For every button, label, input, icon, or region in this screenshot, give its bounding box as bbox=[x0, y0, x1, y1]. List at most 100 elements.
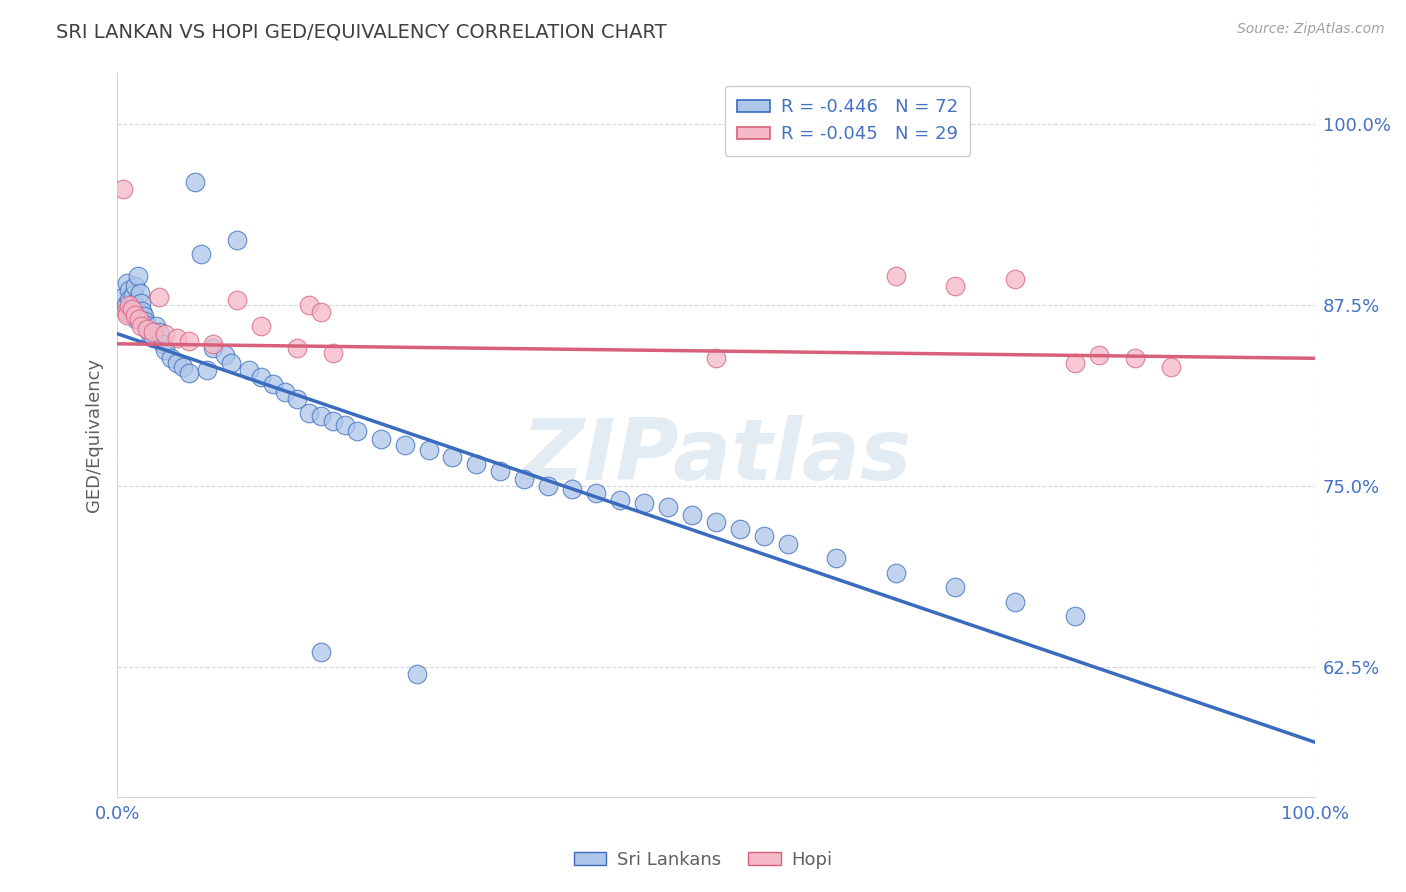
Point bbox=[166, 356, 188, 370]
Point bbox=[657, 500, 679, 515]
Point bbox=[190, 247, 212, 261]
Point bbox=[585, 486, 607, 500]
Point bbox=[184, 175, 207, 189]
Point bbox=[1004, 594, 1026, 608]
Point bbox=[262, 377, 284, 392]
Point bbox=[118, 283, 141, 297]
Point bbox=[125, 312, 148, 326]
Point bbox=[250, 370, 273, 384]
Point bbox=[128, 312, 150, 326]
Point bbox=[285, 341, 308, 355]
Point bbox=[728, 522, 751, 536]
Point bbox=[298, 298, 321, 312]
Point bbox=[704, 515, 727, 529]
Point bbox=[1123, 351, 1146, 366]
Point bbox=[226, 233, 249, 247]
Point bbox=[489, 464, 512, 478]
Point bbox=[238, 363, 260, 377]
Point bbox=[884, 566, 907, 580]
Point bbox=[124, 308, 146, 322]
Point bbox=[250, 319, 273, 334]
Point bbox=[114, 305, 136, 319]
Point bbox=[346, 424, 368, 438]
Point bbox=[298, 406, 321, 420]
Point bbox=[145, 319, 167, 334]
Point bbox=[214, 348, 236, 362]
Point bbox=[115, 308, 138, 322]
Point bbox=[114, 298, 136, 312]
Point bbox=[561, 482, 583, 496]
Point bbox=[112, 290, 135, 304]
Point bbox=[945, 580, 967, 594]
Text: Source: ZipAtlas.com: Source: ZipAtlas.com bbox=[1237, 22, 1385, 37]
Point bbox=[394, 438, 416, 452]
Point bbox=[513, 471, 536, 485]
Point bbox=[405, 667, 427, 681]
Point bbox=[131, 303, 153, 318]
Point bbox=[124, 278, 146, 293]
Point bbox=[322, 345, 344, 359]
Point bbox=[172, 359, 194, 374]
Point bbox=[776, 537, 799, 551]
Point bbox=[112, 182, 135, 196]
Text: ZIPatlas: ZIPatlas bbox=[520, 416, 911, 499]
Point bbox=[121, 287, 143, 301]
Point bbox=[118, 298, 141, 312]
Point bbox=[142, 331, 165, 345]
Point bbox=[884, 268, 907, 283]
Y-axis label: GED/Equivalency: GED/Equivalency bbox=[86, 358, 103, 512]
Point bbox=[201, 341, 224, 355]
Point bbox=[1004, 271, 1026, 285]
Point bbox=[121, 301, 143, 316]
Point bbox=[824, 551, 846, 566]
Point bbox=[117, 305, 139, 319]
Point bbox=[128, 305, 150, 319]
Point bbox=[1160, 359, 1182, 374]
Text: SRI LANKAN VS HOPI GED/EQUIVALENCY CORRELATION CHART: SRI LANKAN VS HOPI GED/EQUIVALENCY CORRE… bbox=[56, 22, 666, 41]
Point bbox=[153, 343, 176, 357]
Point bbox=[309, 645, 332, 659]
Point bbox=[120, 301, 142, 316]
Point bbox=[148, 290, 170, 304]
Point bbox=[152, 336, 174, 351]
Point bbox=[274, 384, 297, 399]
Point bbox=[121, 308, 143, 322]
Point bbox=[129, 296, 152, 310]
Point bbox=[945, 278, 967, 293]
Point bbox=[441, 450, 464, 464]
Point bbox=[226, 293, 249, 308]
Point bbox=[136, 318, 159, 332]
Point bbox=[370, 433, 392, 447]
Point bbox=[537, 479, 560, 493]
Point bbox=[704, 351, 727, 366]
Point bbox=[633, 496, 655, 510]
Point bbox=[195, 363, 218, 377]
Point bbox=[132, 310, 155, 324]
Point bbox=[1064, 609, 1087, 624]
Point bbox=[118, 293, 141, 308]
Point bbox=[752, 529, 775, 543]
Point bbox=[609, 493, 631, 508]
Point bbox=[309, 305, 332, 319]
Point bbox=[136, 322, 159, 336]
Point bbox=[127, 268, 149, 283]
Point bbox=[322, 414, 344, 428]
Point bbox=[418, 442, 440, 457]
Point bbox=[1088, 348, 1111, 362]
Point bbox=[129, 286, 152, 301]
Legend: Sri Lankans, Hopi: Sri Lankans, Hopi bbox=[567, 844, 839, 876]
Point bbox=[1064, 356, 1087, 370]
Point bbox=[153, 326, 176, 341]
Point bbox=[333, 417, 356, 432]
Point bbox=[285, 392, 308, 406]
Point bbox=[201, 336, 224, 351]
Point bbox=[219, 356, 242, 370]
Point bbox=[148, 325, 170, 339]
Point bbox=[681, 508, 703, 522]
Point bbox=[309, 409, 332, 424]
Point bbox=[115, 276, 138, 290]
Point bbox=[142, 325, 165, 339]
Point bbox=[166, 331, 188, 345]
Point bbox=[160, 351, 183, 366]
Point bbox=[465, 457, 488, 471]
